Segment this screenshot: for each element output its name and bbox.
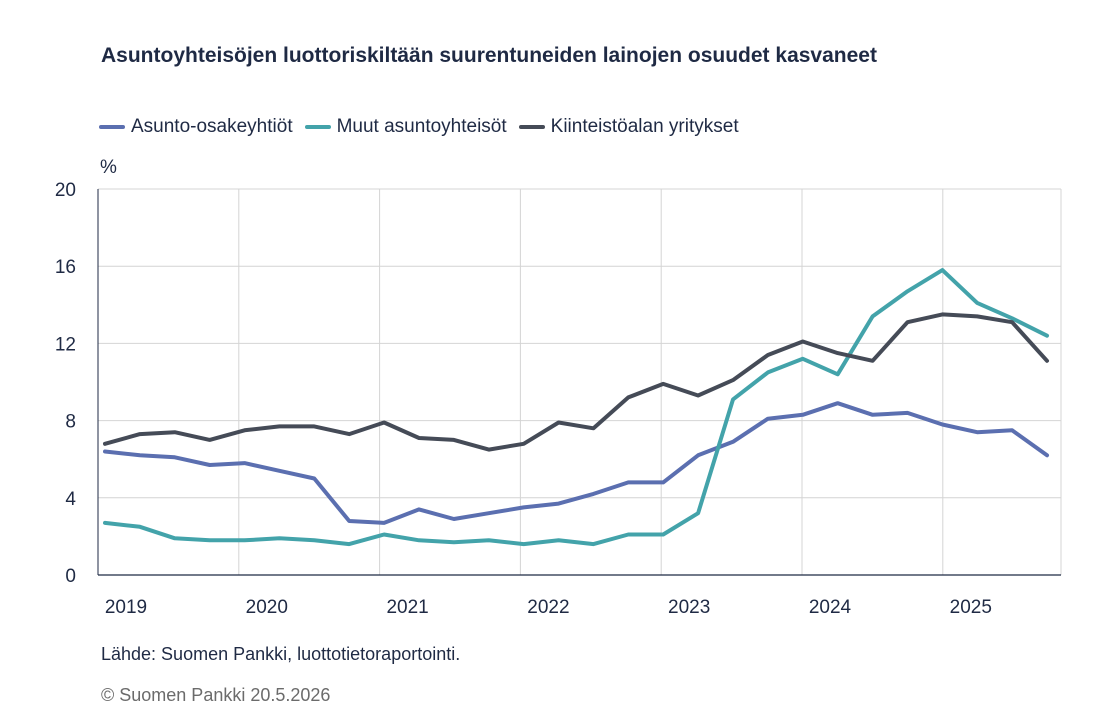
legend-label: Asunto-osakeyhtiöt <box>131 116 293 137</box>
x-tick-label: 2025 <box>950 597 992 618</box>
y-tick-label: 16 <box>55 257 76 278</box>
y-tick-label: 12 <box>55 334 76 355</box>
copyright-note: © Suomen Pankki 20.5.2026 <box>101 685 331 705</box>
series-layer <box>103 268 1049 547</box>
source-note: Lähde: Suomen Pankki, luottotietoraporto… <box>101 644 461 664</box>
chart-legend: Asunto-osakeyhtiöt Muut asuntoyhteisöt K… <box>99 112 739 142</box>
x-tick-label: 2020 <box>246 597 288 618</box>
axis-layer: 0 4 8 12 16 20 2019 2020 2021 2022 2023 2024 2025 <box>55 180 1061 618</box>
legend-item-asunto-osakeyhtiot: Asunto-osakeyhtiöt <box>99 116 293 138</box>
y-tick-label: 8 <box>65 412 76 433</box>
legend-swatch <box>304 125 331 129</box>
legend-item-muut-asuntoyhteisot: Muut asuntoyhteisöt <box>304 116 507 138</box>
series-line-2 <box>103 268 1049 547</box>
legend-label: Kiinteistöalan yritykset <box>550 116 739 137</box>
series-line-3 <box>103 312 1049 452</box>
grid-layer <box>98 188 1062 575</box>
y-tick-label: 4 <box>65 489 76 510</box>
legend-swatch <box>518 125 545 129</box>
x-tick-label: 2023 <box>668 597 710 618</box>
series-line-1 <box>103 401 1049 525</box>
y-tick-label: 0 <box>65 566 76 587</box>
y-axis-unit-label: % <box>100 157 117 178</box>
legend-label: Muut asuntoyhteisöt <box>336 116 507 137</box>
chart-title: Asuntoyhteisöjen luottoriskiltään suuren… <box>101 44 877 67</box>
legend-item-kiinteistoalan-yritykset: Kiinteistöalan yritykset <box>518 116 739 138</box>
x-tick-label: 2019 <box>105 597 147 618</box>
legend-swatch <box>99 125 125 129</box>
x-tick-label: 2022 <box>527 597 569 618</box>
y-tick-label: 20 <box>55 180 76 201</box>
x-tick-label: 2021 <box>386 597 428 618</box>
x-tick-label: 2024 <box>809 597 852 618</box>
